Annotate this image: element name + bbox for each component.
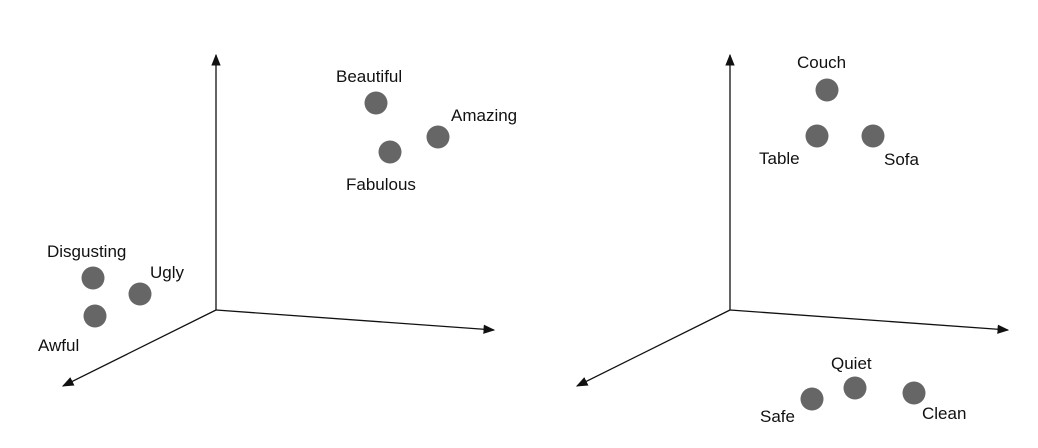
label-table: Table [759,149,800,168]
point-couch [816,79,839,102]
point-safe [801,388,824,411]
label-disgusting: Disgusting [47,242,126,261]
right-vector-space: Couch Table Sofa Quiet Safe Clean [577,53,1008,426]
point-quiet [844,377,867,400]
point-sofa [862,125,885,148]
label-amazing: Amazing [451,106,517,125]
label-couch: Couch [797,53,846,72]
point-beautiful [365,92,388,115]
left-vector-space: Beautiful Amazing Fabulous Disgusting Ug… [38,55,517,386]
label-ugly: Ugly [150,263,185,282]
label-sofa: Sofa [884,150,920,169]
right-z-axis [577,310,730,386]
point-fabulous [379,141,402,164]
point-clean [903,382,926,405]
right-x-axis [730,310,1008,330]
label-fabulous: Fabulous [346,175,416,194]
point-amazing [427,126,450,149]
label-clean: Clean [922,404,966,423]
label-awful: Awful [38,336,79,355]
point-table [806,125,829,148]
left-x-axis [216,310,494,330]
point-ugly [129,283,152,306]
label-safe: Safe [760,407,795,426]
label-beautiful: Beautiful [336,67,402,86]
label-quiet: Quiet [831,354,872,373]
point-awful [84,305,107,328]
point-disgusting [82,267,105,290]
